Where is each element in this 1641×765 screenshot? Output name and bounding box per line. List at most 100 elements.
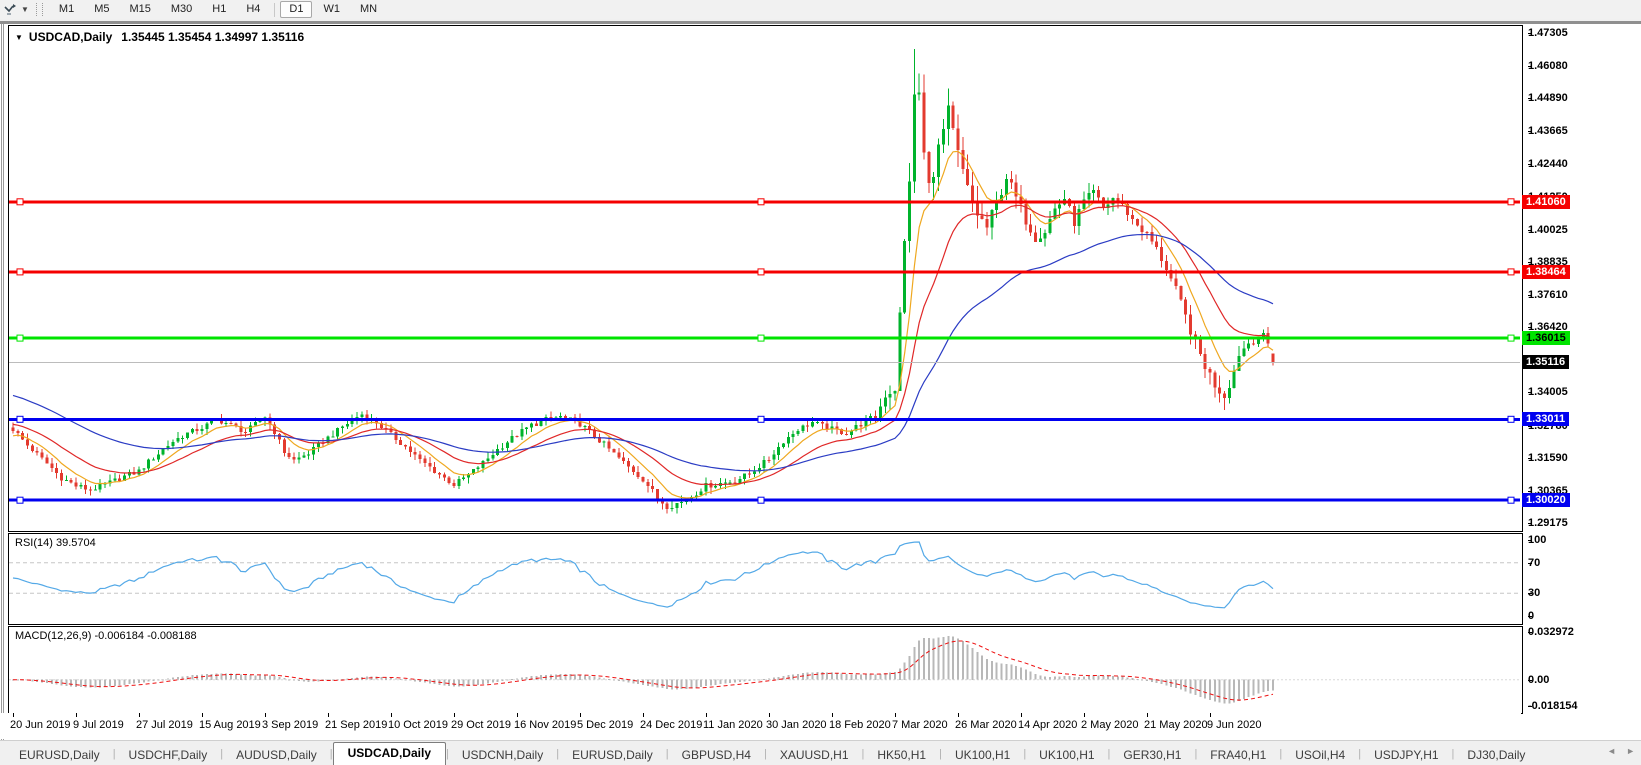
timeframe-button-d1[interactable]: D1: [280, 1, 313, 18]
date-tick: [1084, 713, 1085, 717]
tab-separator: |: [556, 747, 560, 760]
time-axis: 20 Jun 2019 9 Jul 2019 27 Jul 2019 15 Aug 2…: [0, 713, 1521, 739]
tab-fra40-h1[interactable]: FRA40,H1: [1210, 748, 1267, 762]
date-label: 3 Sep 2019: [262, 719, 319, 731]
rsi-tick-0: 0: [1521, 608, 1534, 624]
timeframe-button-m15[interactable]: M15: [129, 3, 151, 15]
tab-eurusd-daily[interactable]: EURUSD,Daily: [572, 748, 653, 762]
timeframe-button-m30[interactable]: M30: [170, 3, 193, 15]
price-tick-1.37610: 1.37610: [1528, 289, 1568, 301]
tab-usdcnh-daily[interactable]: USDCNH,Daily: [461, 748, 544, 762]
tab-separator: |: [665, 747, 669, 760]
price-label-1.33011: 1.33011: [1522, 412, 1570, 426]
hline-anchor[interactable]: [1507, 415, 1515, 423]
macd-indicator-pane[interactable]: MACD(12,26,9) -0.006184 -0.008188: [8, 626, 1523, 714]
timeframes-toolbar-icon[interactable]: [4, 3, 19, 16]
tab-separator: |: [1358, 747, 1362, 760]
hline-anchor[interactable]: [1507, 334, 1515, 342]
price-tick-1.36420: 1.36420: [1528, 321, 1568, 333]
hline-anchor[interactable]: [757, 415, 765, 423]
date-label: 20 Jun 2019: [10, 719, 71, 731]
date-tick: [769, 713, 770, 717]
chart-tabs: EURUSD,Daily | USDCHF,Daily | AUDUSD,Daily | U…: [0, 741, 1538, 765]
hline-anchor[interactable]: [16, 334, 24, 342]
timeframe-button-m5[interactable]: M5: [94, 3, 110, 15]
tab-scroll-arrows: ◄ ►: [1607, 746, 1635, 756]
tab-usdchf-daily[interactable]: USDCHF,Daily: [128, 748, 208, 762]
tab-audusd-daily[interactable]: AUDUSD,Daily: [236, 748, 317, 762]
tab-eurusd-daily[interactable]: EURUSD,Daily: [19, 748, 100, 762]
tab-scroll-right-icon[interactable]: ►: [1626, 746, 1635, 756]
date-label: 24 Dec 2019: [640, 719, 703, 731]
toolbar-group-separator: [274, 2, 276, 17]
date-label: 10 Oct 2019: [388, 719, 448, 731]
price-tick-1.44890: 1.44890: [1528, 92, 1568, 104]
date-tick: [139, 713, 140, 717]
tab-separator: |: [1194, 747, 1198, 760]
price-label-1.38464: 1.38464: [1522, 265, 1570, 279]
price-tick-1.40025: 1.40025: [1528, 224, 1568, 236]
date-tick: [1147, 713, 1148, 717]
hline-anchor[interactable]: [1507, 496, 1515, 504]
date-label: 16 Nov 2019: [514, 719, 577, 731]
hline-anchor[interactable]: [16, 415, 24, 423]
rsi-label: RSI(14) 39.5704: [15, 537, 96, 549]
price-tick-1.42440: 1.42440: [1528, 158, 1568, 170]
tab-usdcad-daily[interactable]: USDCAD,Daily: [332, 742, 446, 765]
tab-usdjpy-h1[interactable]: USDJPY,H1: [1374, 748, 1439, 762]
timeframe-button-mn[interactable]: MN: [359, 3, 378, 15]
rsi-indicator-pane[interactable]: RSI(14) 39.5704: [8, 533, 1523, 625]
chart-title: ▼ USDCAD,Daily 1.35445 1.35454 1.34997 1.3…: [15, 30, 304, 44]
tab-dj30-daily[interactable]: DJ30,Daily: [1467, 748, 1526, 762]
date-tick: [958, 713, 959, 717]
date-label: 14 Apr 2020: [1018, 719, 1078, 731]
hline-anchor[interactable]: [16, 198, 24, 206]
price-tick-1.47305: 1.47305: [1528, 27, 1568, 39]
tab-separator: |: [446, 747, 449, 760]
tab-usoil-h4[interactable]: USOil,H4: [1295, 748, 1346, 762]
tab-xauusd-h1[interactable]: XAUUSD,H1: [779, 748, 849, 762]
hline-anchor[interactable]: [16, 496, 24, 504]
timeframe-button-h4[interactable]: H4: [246, 3, 261, 15]
tab-uk100-h1[interactable]: UK100,H1: [954, 748, 1011, 762]
price-axis: 1.473051.460801.448901.436651.424401.412…: [1521, 24, 1641, 715]
rsi-tick-70: 70: [1528, 557, 1541, 569]
chart-tab-bar: EURUSD,Daily | USDCHF,Daily | AUDUSD,Daily | U…: [0, 740, 1641, 765]
toolbar-grip-handle[interactable]: [35, 3, 43, 16]
date-tick: [895, 713, 896, 717]
chart-ohlc-quote: 1.35445 1.35454 1.34997 1.35116: [121, 30, 305, 44]
hline-anchor[interactable]: [16, 268, 24, 276]
date-label: 21 May 2020: [1144, 719, 1208, 731]
date-tick: [706, 713, 707, 717]
toolbar-dropdown-caret[interactable]: ▼: [21, 5, 29, 14]
date-tick: [643, 713, 644, 717]
timeframe-button-m1[interactable]: M1: [58, 3, 75, 15]
hline-anchor[interactable]: [757, 198, 765, 206]
chart-context-caret-icon[interactable]: ▼: [15, 33, 23, 42]
date-label: 11 Jan 2020: [703, 719, 763, 731]
tab-separator: |: [220, 747, 224, 760]
hline-anchor[interactable]: [757, 268, 765, 276]
tab-hk50-h1[interactable]: HK50,H1: [877, 748, 927, 762]
tab-separator: |: [1023, 747, 1027, 760]
hline-anchor[interactable]: [1507, 198, 1515, 206]
date-tick: [517, 713, 518, 717]
timeframe-button-h1[interactable]: H1: [212, 3, 227, 15]
timeframe-button-w1[interactable]: W1: [323, 3, 340, 15]
tab-scroll-left-icon[interactable]: ◄: [1607, 746, 1617, 756]
date-tick: [202, 713, 203, 717]
tab-ger30-h1[interactable]: GER30,H1: [1123, 748, 1182, 762]
date-tick: [580, 713, 581, 717]
tab-uk100-h1[interactable]: UK100,H1: [1039, 748, 1095, 762]
hline-anchor[interactable]: [1507, 268, 1515, 276]
hline-anchor[interactable]: [757, 334, 765, 342]
price-label-1.41060: 1.41060: [1522, 195, 1570, 209]
ma-line-20: [12, 204, 1274, 486]
main-price-pane[interactable]: ▼ USDCAD,Daily 1.35445 1.35454 1.34997 1.3…: [8, 25, 1523, 532]
tab-gbpusd-h4[interactable]: GBPUSD,H4: [681, 748, 751, 762]
price-label-1.30020: 1.30020: [1522, 493, 1570, 507]
window-left-edge: [0, 24, 5, 740]
date-tick: [454, 713, 455, 717]
price-tick-1.46080: 1.46080: [1528, 60, 1568, 72]
hline-anchor[interactable]: [757, 496, 765, 504]
